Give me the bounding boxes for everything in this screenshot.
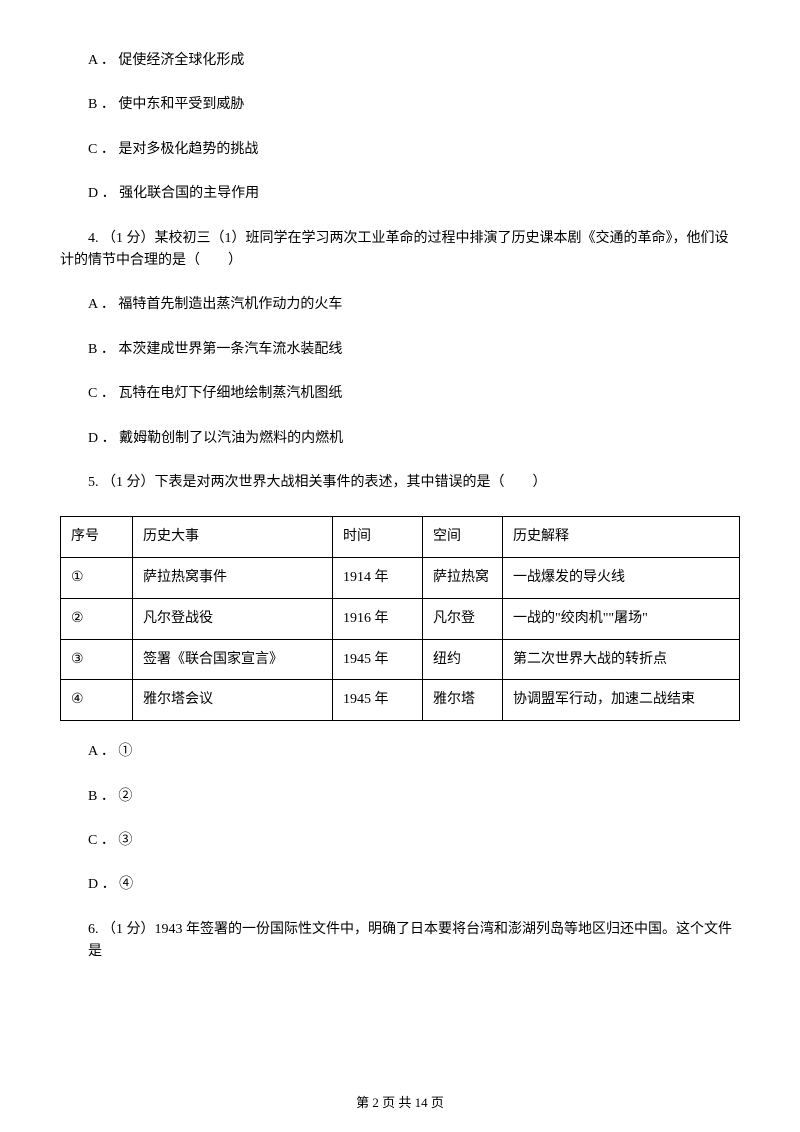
cell-seq: ③ (61, 639, 133, 680)
cell-seq: ④ (61, 680, 133, 721)
cell-event: 雅尔塔会议 (133, 680, 333, 721)
cell-space: 凡尔登 (423, 598, 503, 639)
q3-option-a: A ． 促使经济全球化形成 (60, 50, 740, 72)
q4-option-a: A ． 福特首先制造出蒸汽机作动力的火车 (60, 294, 740, 316)
cell-time: 1945 年 (333, 639, 423, 680)
table-row: ② 凡尔登战役 1916 年 凡尔登 一战的"绞肉机""屠场" (61, 598, 740, 639)
cell-time: 1916 年 (333, 598, 423, 639)
q4-option-d: D ． 戴姆勒创制了以汽油为燃料的内燃机 (60, 428, 740, 450)
cell-expl: 一战爆发的导火线 (503, 558, 740, 599)
q5-option-a: A ． ① (60, 741, 740, 763)
cell-event: 萨拉热窝事件 (133, 558, 333, 599)
q4-option-c: C ． 瓦特在电灯下仔细地绘制蒸汽机图纸 (60, 383, 740, 405)
q3-option-b: B ． 使中东和平受到威胁 (60, 94, 740, 116)
header-expl: 历史解释 (503, 517, 740, 558)
q5-option-c: C ． ③ (60, 830, 740, 852)
cell-space: 纽约 (423, 639, 503, 680)
cell-expl: 一战的"绞肉机""屠场" (503, 598, 740, 639)
q5-option-b: B ． ② (60, 786, 740, 808)
table-header-row: 序号 历史大事 时间 空间 历史解释 (61, 517, 740, 558)
cell-event: 凡尔登战役 (133, 598, 333, 639)
cell-seq: ② (61, 598, 133, 639)
cell-time: 1914 年 (333, 558, 423, 599)
table-row: ④ 雅尔塔会议 1945 年 雅尔塔 协调盟军行动，加速二战结束 (61, 680, 740, 721)
q6-stem: 6. （1 分）1943 年签署的一份国际性文件中，明确了日本要将台湾和澎湖列岛… (60, 919, 740, 964)
cell-space: 雅尔塔 (423, 680, 503, 721)
header-event: 历史大事 (133, 517, 333, 558)
q5-stem: 5. （1 分）下表是对两次世界大战相关事件的表述，其中错误的是（ ） (60, 472, 740, 494)
header-space: 空间 (423, 517, 503, 558)
q3-option-c: C ． 是对多极化趋势的挑战 (60, 139, 740, 161)
q4-stem: 4. （1 分）某校初三（1）班同学在学习两次工业革命的过程中排演了历史课本剧《… (60, 228, 740, 273)
cell-expl: 协调盟军行动，加速二战结束 (503, 680, 740, 721)
cell-expl: 第二次世界大战的转折点 (503, 639, 740, 680)
cell-time: 1945 年 (333, 680, 423, 721)
q5-option-d: D ． ④ (60, 874, 740, 896)
header-time: 时间 (333, 517, 423, 558)
q3-option-d: D ． 强化联合国的主导作用 (60, 183, 740, 205)
page-footer: 第 2 页 共 14 页 (0, 1093, 800, 1114)
cell-seq: ① (61, 558, 133, 599)
cell-space: 萨拉热窝 (423, 558, 503, 599)
cell-event: 签署《联合国家宣言》 (133, 639, 333, 680)
q5-table: 序号 历史大事 时间 空间 历史解释 ① 萨拉热窝事件 1914 年 萨拉热窝 … (60, 516, 740, 721)
table-row: ① 萨拉热窝事件 1914 年 萨拉热窝 一战爆发的导火线 (61, 558, 740, 599)
header-seq: 序号 (61, 517, 133, 558)
table-row: ③ 签署《联合国家宣言》 1945 年 纽约 第二次世界大战的转折点 (61, 639, 740, 680)
q4-option-b: B ． 本茨建成世界第一条汽车流水装配线 (60, 339, 740, 361)
